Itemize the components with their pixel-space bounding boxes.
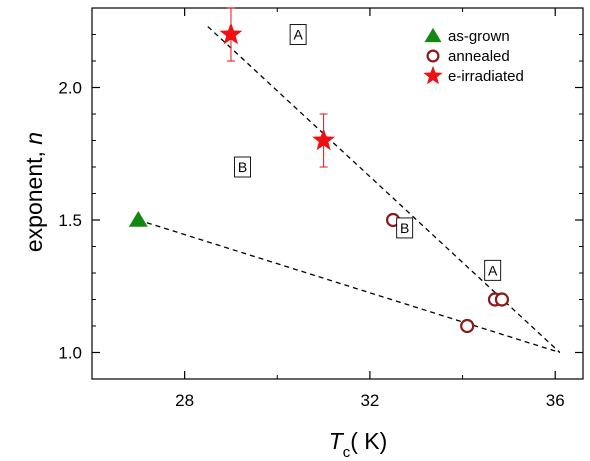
data-point-annealed (460, 318, 475, 334)
annotation-label: A (293, 27, 303, 43)
dashed-guide-line (138, 219, 561, 354)
y-axis-symbol: n (21, 132, 47, 145)
x-tick-label: 32 (360, 391, 379, 410)
x-axis-symbol: T (329, 428, 345, 454)
annotation-box (234, 156, 251, 178)
legend: as-grown annealed e-irradiated (423, 27, 524, 85)
data-point-annealed (494, 292, 510, 307)
y-tick-label: 2.0 (58, 79, 82, 98)
x-tick-label: 36 (546, 391, 565, 410)
y-tick-label: 1.0 (58, 344, 82, 363)
x-tick-label: 28 (175, 391, 194, 410)
x-axis-unit: ( K) (350, 428, 387, 454)
annotation-label: B (400, 220, 409, 236)
data-point-as-grown (128, 211, 148, 227)
y-axis-title: exponent, n (21, 132, 47, 252)
y-axis-text: exponent, (21, 145, 47, 252)
annotation-box (289, 24, 307, 45)
legend-marker-e-irradiated (423, 65, 443, 85)
legend-marker-as-grown (424, 27, 442, 43)
annotation-label: B (238, 159, 247, 175)
annotation-box (484, 259, 502, 281)
legend-marker-annealed (426, 49, 440, 63)
y-tick-label: 1.5 (58, 211, 82, 230)
data-point-e-irradiated (219, 22, 243, 45)
data-point-e-irradiated (312, 128, 336, 151)
x-axis-subscript: c (343, 444, 351, 461)
annotation-box (396, 217, 414, 239)
annotation-label: A (488, 262, 498, 278)
legend-label: annealed (448, 48, 510, 65)
x-axis-title: Tc( K) (329, 428, 388, 461)
legend-label: as-grown (448, 28, 510, 45)
legend-label: e-irradiated (448, 68, 524, 85)
